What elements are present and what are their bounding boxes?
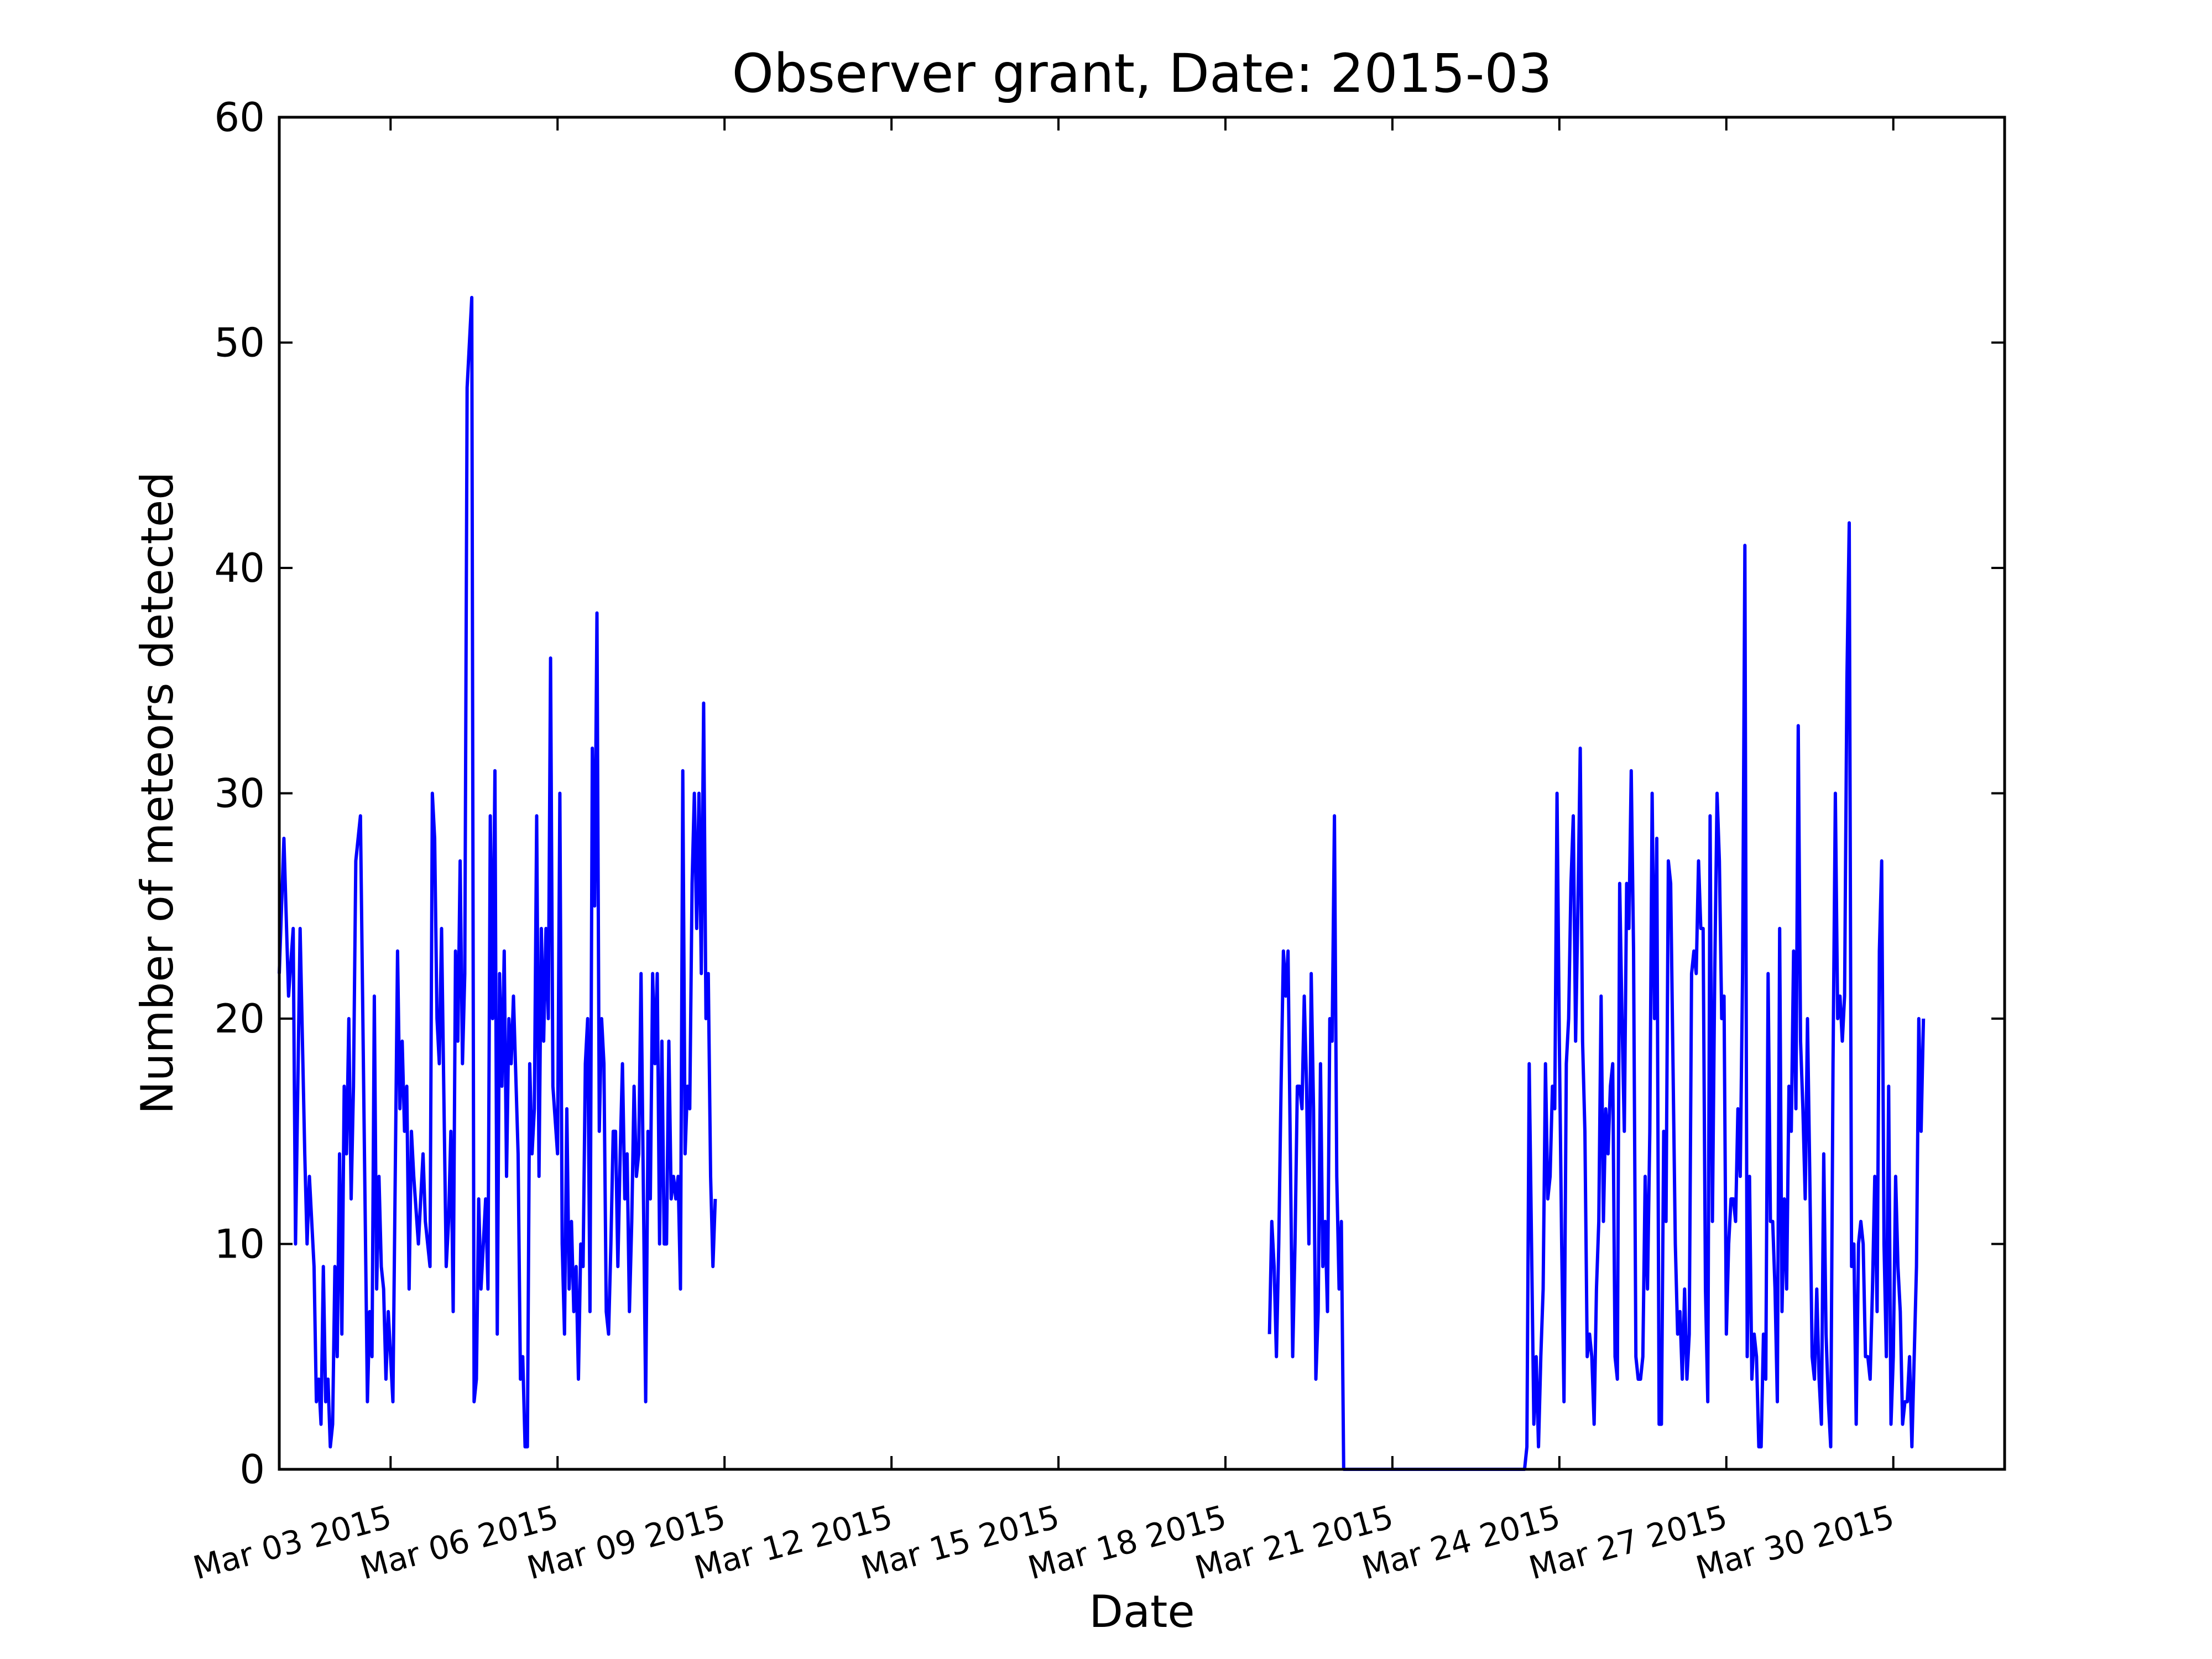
series-layer (278, 296, 1926, 1471)
y-tick-label: 40 (214, 545, 265, 591)
y-tick-label: 0 (239, 1446, 265, 1493)
y-tick-label: 30 (214, 770, 265, 817)
y-tick-label: 50 (214, 320, 265, 366)
series-line-segment (278, 296, 717, 1449)
y-tick-label: 10 (214, 1221, 265, 1267)
y-axis-label: Number of meteors detected (132, 472, 183, 1114)
x-axis-label: Date (1089, 1586, 1194, 1637)
series-line (278, 296, 1926, 1471)
y-tick-label: 20 (214, 995, 265, 1042)
series-line-segment (1267, 521, 1926, 1471)
y-tick-label: 60 (214, 94, 265, 140)
plot-area-frame (278, 116, 2006, 1471)
chart-title: Observer grant, Date: 2015-03 (732, 43, 1552, 105)
